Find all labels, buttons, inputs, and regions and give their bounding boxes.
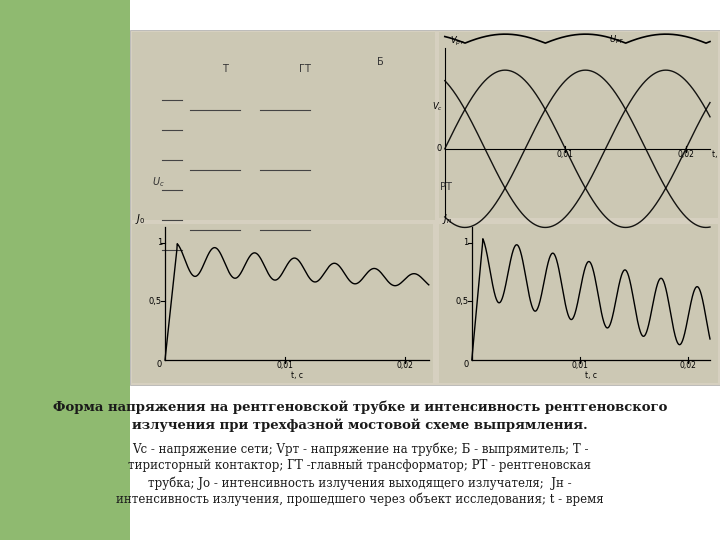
Text: 1: 1 — [464, 238, 469, 247]
Bar — [438, 224, 718, 383]
Text: 0,02: 0,02 — [397, 361, 413, 370]
Text: Форма напряжения на рентгеновской трубке и интенсивность рентгеновского: Форма напряжения на рентгеновской трубке… — [53, 400, 667, 414]
Text: T: T — [222, 64, 228, 74]
Bar — [132, 32, 435, 220]
Text: $J_0$: $J_0$ — [135, 212, 145, 226]
Text: 0: 0 — [464, 360, 469, 369]
Bar — [0, 0, 130, 540]
Text: $U_{РТ}$: $U_{РТ}$ — [609, 34, 625, 46]
Text: 0,02: 0,02 — [680, 361, 697, 370]
Text: $V_c$: $V_c$ — [432, 100, 443, 113]
Text: РТ: РТ — [440, 182, 452, 192]
Text: 0,02: 0,02 — [678, 150, 694, 159]
Text: Б: Б — [377, 57, 383, 67]
Text: $V_{рт}$: $V_{рт}$ — [450, 35, 465, 48]
Bar — [438, 32, 718, 218]
Text: ГТ: ГТ — [299, 64, 311, 74]
Text: $U_c$: $U_c$ — [152, 175, 165, 189]
Text: трубка; Jо - интенсивность излучения выходящего излучателя;  Jн -: трубка; Jо - интенсивность излучения вых… — [148, 476, 572, 489]
Text: интенсивность излучения, прошедшего через объект исследования; t - время: интенсивность излучения, прошедшего чере… — [116, 493, 604, 507]
Text: 0: 0 — [157, 360, 162, 369]
Text: 0,01: 0,01 — [572, 361, 588, 370]
Text: 1: 1 — [157, 238, 162, 247]
Text: 0,5: 0,5 — [149, 297, 162, 306]
Text: t, c: t, c — [712, 150, 720, 159]
Text: тиристорный контактор; ГТ -главный трансформатор; РТ - рентгеновская: тиристорный контактор; ГТ -главный транс… — [128, 459, 592, 472]
Text: t, c: t, c — [585, 371, 597, 380]
Text: Vс - напряжение сети; Vрт - напряжение на трубке; Б - выпрямитель; Т -: Vс - напряжение сети; Vрт - напряжение н… — [132, 442, 588, 456]
Text: $J_n$: $J_n$ — [442, 212, 452, 226]
Text: 0,01: 0,01 — [557, 150, 574, 159]
Bar — [132, 224, 433, 383]
Text: 0,01: 0,01 — [276, 361, 293, 370]
Bar — [130, 30, 720, 385]
Text: t, c: t, c — [291, 371, 303, 380]
Text: излучения при трехфазной мостовой схеме выпрямления.: излучения при трехфазной мостовой схеме … — [132, 418, 588, 431]
Text: 0,5: 0,5 — [456, 297, 469, 306]
Text: 0: 0 — [436, 144, 442, 153]
